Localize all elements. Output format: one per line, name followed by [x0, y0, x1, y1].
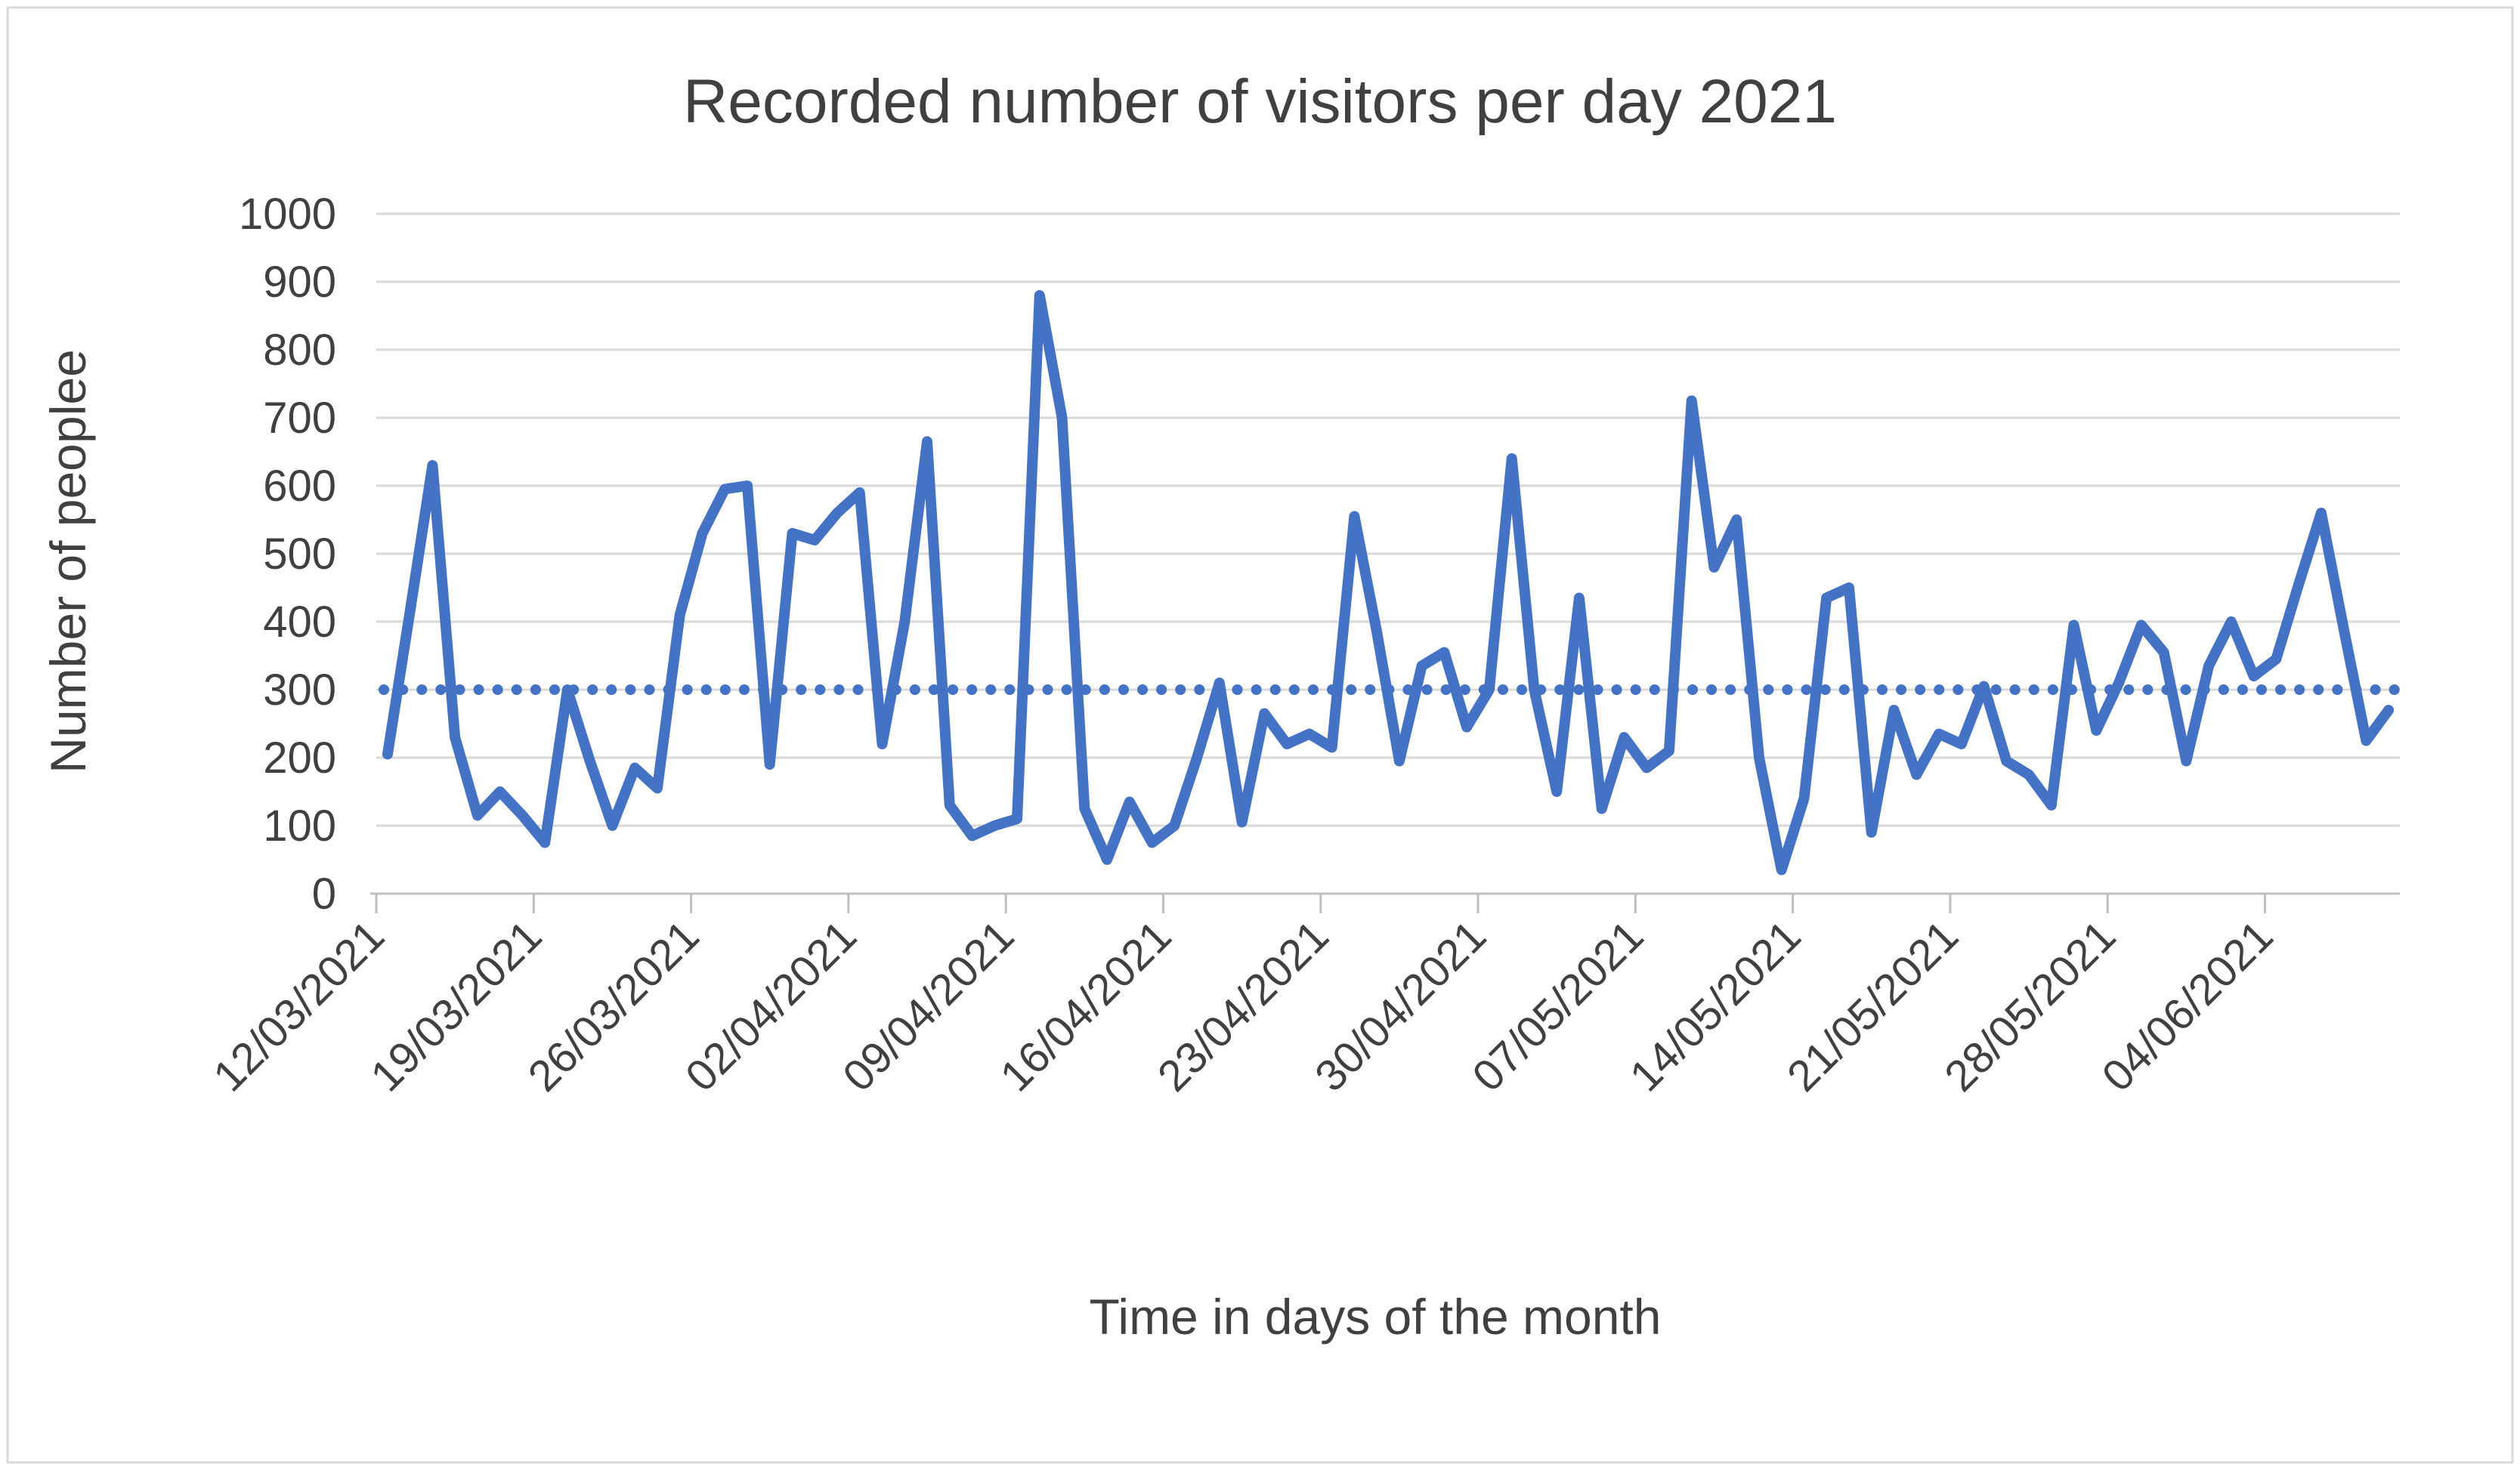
x-tick-label: 19/03/2021: [361, 911, 551, 1101]
y-tick-label: 500: [263, 530, 336, 579]
y-tick-label: 900: [263, 258, 336, 307]
x-tick-label: 14/05/2021: [1621, 911, 1810, 1101]
x-tick-label: 23/04/2021: [1149, 911, 1338, 1101]
y-axis-title: Number of peoplee: [40, 349, 96, 774]
chart-border: [6, 6, 2514, 1464]
x-tick-label: 09/04/2021: [833, 911, 1023, 1101]
x-tick-label: 04/06/2021: [2092, 911, 2282, 1101]
y-tick-label: 400: [263, 598, 336, 647]
y-tick-label: 600: [263, 462, 336, 511]
y-tick-label: 0: [312, 869, 336, 919]
x-axis-title: Time in days of the month: [1089, 1289, 1662, 1345]
x-tick-label: 07/05/2021: [1463, 911, 1653, 1101]
x-tick-label: 28/05/2021: [1935, 911, 2125, 1101]
y-tick-label: 700: [263, 394, 336, 443]
x-tick-label: 02/04/2021: [676, 911, 866, 1101]
y-tick-label: 1000: [239, 190, 336, 239]
y-tick-label: 300: [263, 666, 336, 715]
y-tick-label: 100: [263, 801, 336, 851]
x-tick-label: 21/05/2021: [1778, 911, 1968, 1101]
y-tick-label: 800: [263, 326, 336, 375]
chart-title: Recorded number of visitors per day 2021: [683, 67, 1837, 136]
data-line: [382, 290, 2395, 876]
x-tick-label: 16/04/2021: [991, 911, 1180, 1101]
x-tick-label: 26/03/2021: [519, 911, 709, 1101]
x-tick-label: 30/04/2021: [1306, 911, 1495, 1101]
x-tick-label: 12/03/2021: [204, 911, 394, 1101]
y-tick-label: 200: [263, 733, 336, 783]
